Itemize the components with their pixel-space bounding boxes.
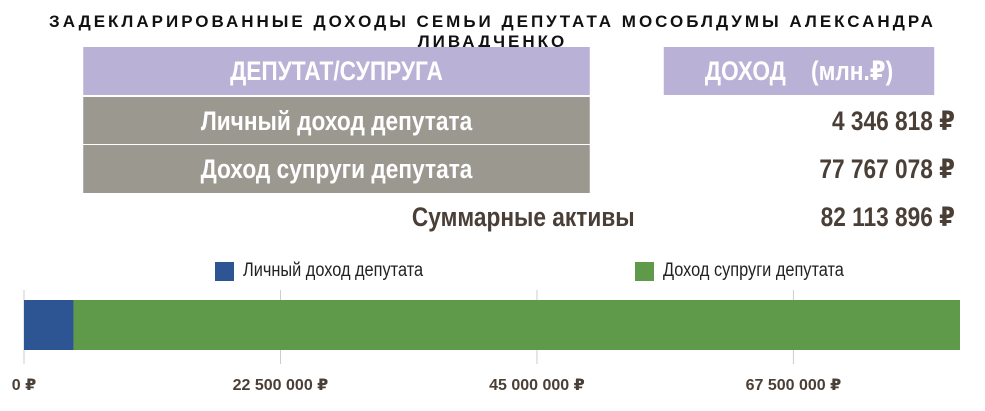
table-row: Доход супруги депутата 77 767 078 ₽ — [35, 145, 960, 193]
bar-segment-deputy — [24, 300, 74, 350]
x-tick-label: 0 ₽ — [12, 377, 36, 394]
legend-label-spouse: Доход супруги депутата — [663, 260, 844, 281]
bar-segment-spouse — [73, 300, 960, 350]
row-value: 82 113 896 ₽ — [689, 193, 960, 241]
row-label: Доход супруги депутата — [83, 145, 590, 193]
row-label: Личный доход депутата — [83, 97, 590, 145]
stacked-bar-chart: 0 ₽ 22 500 000 ₽ 45 000 000 ₽ 67 500 000 ₽ — [12, 290, 960, 394]
chart-legend: Личный доход депутата Доход супруги депу… — [0, 260, 985, 284]
table-row: Личный доход депутата 4 346 818 ₽ — [35, 97, 960, 145]
row-label: Суммарные активы — [131, 193, 638, 241]
header-col-income: ДОХОД (млн.₽) — [663, 47, 935, 95]
x-tick-label: 67 500 000 ₽ — [746, 377, 842, 394]
legend-item-spouse: Доход супруги депутата — [635, 260, 873, 282]
legend-label-deputy: Личный доход депутата — [243, 260, 424, 281]
table-row-total: Суммарные активы 82 113 896 ₽ — [35, 193, 960, 241]
header-col-deputy: ДЕПУТАТ/СУПРУГА — [83, 47, 590, 95]
page-title: ЗАДЕКЛАРИРОВАННЫЕ ДОХОДЫ СЕМЬИ ДЕПУТАТА … — [49, 12, 936, 51]
x-tick-label: 45 000 000 ₽ — [489, 377, 585, 394]
header-income-unit: (млн.₽) — [811, 56, 894, 86]
row-value: 77 767 078 ₽ — [689, 145, 960, 193]
table-header: ДЕПУТАТ/СУПРУГА ДОХОД (млн.₽) — [35, 47, 960, 95]
row-value: 4 346 818 ₽ — [689, 97, 960, 145]
header-income-label: ДОХОД — [704, 56, 786, 86]
legend-swatch-deputy — [215, 261, 234, 281]
x-tick-label: 22 500 000 ₽ — [233, 377, 329, 394]
legend-swatch-spouse — [635, 261, 654, 281]
legend-item-deputy: Личный доход депутата — [215, 260, 452, 282]
